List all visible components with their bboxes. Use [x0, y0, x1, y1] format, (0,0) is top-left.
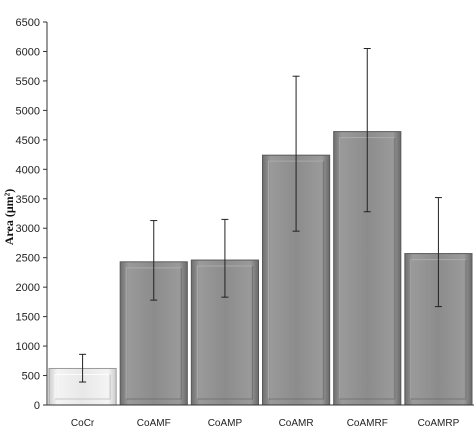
bar-bevel: [54, 373, 111, 399]
y-tick-label: 1500: [16, 312, 40, 324]
y-tick-label: 5500: [16, 76, 40, 88]
y-tick-label: 2000: [16, 282, 40, 294]
x-tick-label: CoAMF: [137, 418, 171, 429]
y-tick-label: 0: [34, 400, 40, 412]
bars: [48, 131, 473, 406]
y-tick-label: 4500: [16, 135, 40, 147]
bar-bevel-shadow: [126, 267, 182, 400]
x-tick-label: CoAMR: [279, 418, 314, 429]
x-tick-label: CoAMP: [208, 418, 243, 429]
y-tick-label: 2500: [16, 253, 40, 265]
y-tick-label: 3500: [16, 194, 40, 206]
bar-bevel: [268, 160, 324, 399]
y-tick-label: 5000: [16, 105, 40, 117]
x-tick-label: CoAMRF: [347, 418, 388, 429]
bar-bevel-shadow: [55, 374, 111, 400]
y-tick-label: 4000: [16, 164, 40, 176]
y-axis-label: Area (μm²): [2, 189, 16, 246]
bar-bevel-shadow: [410, 259, 467, 400]
x-tick-label: CoAMRP: [418, 418, 460, 429]
bar-bevel: [410, 259, 466, 399]
bar-bevel-shadow: [197, 266, 253, 400]
error-bars: [79, 48, 442, 383]
y-tick-label: 1000: [16, 341, 40, 353]
bar-bevel: [196, 265, 253, 399]
bar-bevel: [339, 137, 395, 399]
bar-bevel-shadow: [268, 161, 325, 400]
x-axis: CoCr CoAMF CoAMP CoAMR CoAMRF CoAMRP: [47, 404, 474, 429]
y-tick-label: 3000: [16, 223, 40, 235]
bar-bevel: [125, 267, 182, 399]
y-tick-label: 500: [22, 371, 40, 383]
bar-bevel-shadow: [339, 137, 396, 400]
y-tick-label: 6500: [16, 17, 40, 29]
y-tick-label: 6000: [16, 46, 40, 58]
x-tick-label: CoCr: [71, 418, 95, 429]
y-axis: 0 500 1000 1500 2000 2500 3000 3500 4000 4500 5000…: [16, 17, 48, 412]
